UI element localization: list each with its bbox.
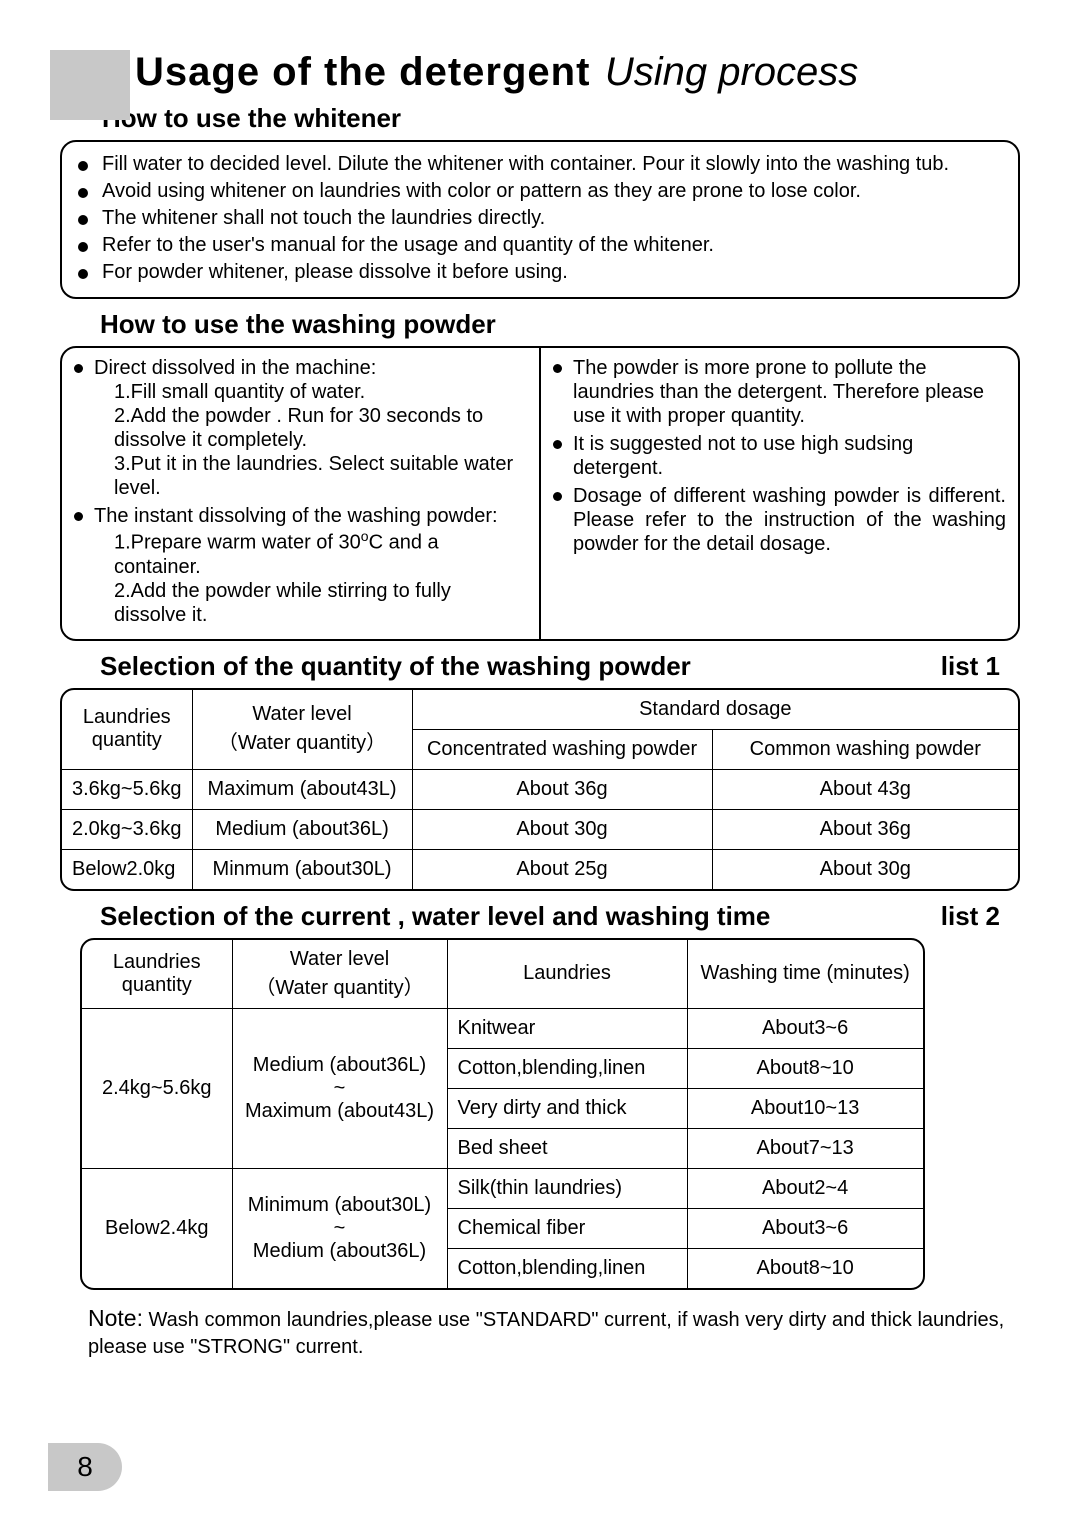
t1-h-laundries: Laundries quantity bbox=[62, 690, 192, 770]
t2-g1-water: Medium (about36L) ~ Maximum (about43L) bbox=[232, 1008, 447, 1168]
t2-g2-water: Minimum (about30L) ~ Medium (about36L) bbox=[232, 1168, 447, 1288]
table-row: 2.4kg~5.6kg Medium (about36L) ~ Maximum … bbox=[82, 1008, 923, 1048]
b2-title: The instant dissolving of the washing po… bbox=[94, 505, 498, 527]
table-row: 3.6kg~5.6kg Maximum (about43L) About 36g… bbox=[62, 769, 1018, 809]
powder-heading: How to use the washing powder bbox=[100, 309, 1020, 340]
powder-left-b1: Direct dissolved in the machine: 1.Fill … bbox=[74, 356, 527, 500]
b1-2: 2.Add the powder . Run for 30 seconds to… bbox=[94, 404, 527, 452]
degree: o bbox=[361, 528, 369, 544]
powder-r3: Dosage of different washing powder is di… bbox=[553, 484, 1006, 556]
powder-r1: The powder is more prone to pollute the … bbox=[553, 356, 1006, 428]
table2-list-label: list 2 bbox=[941, 901, 1000, 932]
table2-heading: Selection of the current , water level a… bbox=[100, 901, 770, 932]
whitener-item: Avoid using whitener on laundries with c… bbox=[78, 179, 1002, 204]
t2-h-time: Washing time (minutes) bbox=[687, 940, 923, 1009]
page-number: 8 bbox=[48, 1443, 122, 1491]
note-text: Wash common laundries,please use "STANDA… bbox=[88, 1309, 1004, 1358]
whitener-item: Fill water to decided level. Dilute the … bbox=[78, 152, 1002, 177]
note-label: Note: bbox=[88, 1305, 143, 1331]
powder-r2: It is suggested not to use high sudsing … bbox=[553, 432, 1006, 480]
powder-right: The powder is more prone to pollute the … bbox=[541, 348, 1018, 639]
whitener-item: For powder whitener, please dissolve it … bbox=[78, 260, 1002, 285]
title-main: Usage of the detergent bbox=[135, 50, 590, 94]
b2-1: 1.Prepare warm water of 30oC and a conta… bbox=[94, 528, 527, 579]
b1-title: Direct dissolved in the machine: bbox=[94, 357, 376, 379]
t2-h-laundries: Laundries quantity bbox=[82, 940, 232, 1009]
table-row: 2.0kg~3.6kg Medium (about36L) About 30g … bbox=[62, 809, 1018, 849]
t1-h-common: Common washing powder bbox=[712, 729, 1018, 769]
powder-left: Direct dissolved in the machine: 1.Fill … bbox=[62, 348, 541, 639]
title-sub: Using process bbox=[605, 50, 858, 94]
whitener-box: Fill water to decided level. Dilute the … bbox=[60, 140, 1020, 299]
table1: Laundries quantity Water level （Water qu… bbox=[60, 688, 1020, 891]
table1-heading: Selection of the quantity of the washing… bbox=[100, 651, 691, 682]
b2-2: 2.Add the powder while stirring to fully… bbox=[94, 579, 527, 627]
t2-h-ltype: Laundries bbox=[447, 940, 687, 1009]
header-tab bbox=[50, 50, 130, 120]
table1-list-label: list 1 bbox=[941, 651, 1000, 682]
table2: Laundries quantity Water level （Water qu… bbox=[80, 938, 925, 1290]
page-content: Usage of the detergent Using process How… bbox=[0, 0, 1080, 1360]
whitener-item: The whitener shall not touch the laundri… bbox=[78, 206, 1002, 231]
whitener-heading: How to use the whitener bbox=[102, 103, 1020, 134]
table-row: Below2.4kg Minimum (about30L) ~ Medium (… bbox=[82, 1168, 923, 1208]
b1-1: 1.Fill small quantity of water. bbox=[94, 380, 527, 404]
powder-box: Direct dissolved in the machine: 1.Fill … bbox=[60, 346, 1020, 641]
t1-h-conc: Concentrated washing powder bbox=[412, 729, 712, 769]
page-title: Usage of the detergent Using process bbox=[135, 50, 1020, 95]
powder-left-b2: The instant dissolving of the washing po… bbox=[74, 504, 527, 627]
note: Note: Wash common laundries,please use "… bbox=[88, 1304, 1020, 1360]
b1-3: 3.Put it in the laundries. Select suitab… bbox=[94, 452, 527, 500]
t1-h-std: Standard dosage bbox=[412, 690, 1018, 730]
t1-h-water: Water level （Water quantity） bbox=[192, 690, 412, 770]
t2-h-water: Water level （Water quantity） bbox=[232, 940, 447, 1009]
table-row: Below2.0kg Minmum (about30L) About 25g A… bbox=[62, 849, 1018, 889]
whitener-item: Refer to the user's manual for the usage… bbox=[78, 233, 1002, 258]
